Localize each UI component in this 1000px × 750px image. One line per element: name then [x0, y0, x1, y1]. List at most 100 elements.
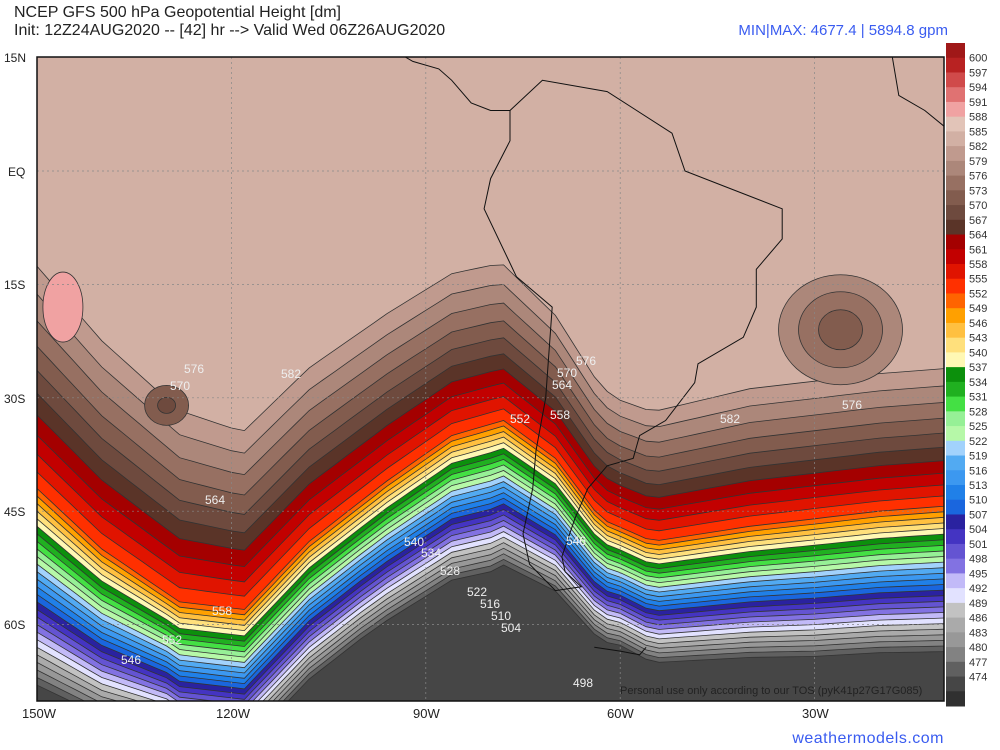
colorbar-label: 582: [969, 141, 987, 153]
colorbar-swatch: [946, 116, 965, 132]
contour-label: 582: [281, 367, 301, 381]
colorbar-label: 561: [969, 244, 987, 256]
contour-label: 564: [552, 378, 572, 392]
colorbar-label: 591: [969, 97, 987, 109]
contour-line: [37, 353, 944, 534]
colorbar-swatch: [946, 131, 965, 147]
colorbar-swatch: [946, 87, 965, 103]
contour-labels: 576 570 582 564 558 552 546 552 558 564 …: [121, 354, 862, 690]
colorbar-swatch: [946, 57, 965, 73]
colorbar-swatch: [946, 485, 965, 501]
colorbar-swatch: [946, 588, 965, 604]
contour-label: 570: [170, 379, 190, 393]
colorbar-label: 567: [969, 215, 987, 227]
contour-label: 546: [121, 653, 141, 667]
contour-line: [37, 442, 944, 632]
closed-high-ring: [818, 309, 863, 351]
contour-line: [37, 486, 944, 674]
contour-label: 552: [510, 412, 530, 426]
colorbar-swatch: [946, 426, 965, 442]
contour-label: 576: [576, 354, 596, 368]
contour-label: 534: [421, 546, 441, 560]
contour-line: [37, 382, 944, 568]
contour-line: [37, 436, 944, 626]
colorbar-swatch: [946, 381, 965, 398]
contour-line: [37, 536, 944, 701]
colorbar-label: 513: [969, 480, 987, 492]
lon-label: 60W: [607, 706, 634, 721]
contour-line: [37, 475, 944, 663]
colorbar-swatch: [946, 455, 965, 471]
contour-line: [37, 470, 944, 658]
contour-label: 564: [205, 493, 225, 507]
lat-label: 15N: [4, 51, 26, 65]
colorbar-label: 552: [969, 288, 987, 300]
contour-line: [37, 564, 944, 701]
colorbar-swatch: [946, 691, 965, 707]
colorbar-label: 573: [969, 185, 987, 197]
contour-line: [37, 453, 944, 642]
contour-line: [37, 481, 944, 669]
colorbar-swatch: [946, 249, 965, 265]
lat-label: 45S: [4, 505, 25, 519]
colorbar-swatch: [946, 308, 965, 324]
colorbar-swatch: [946, 499, 965, 515]
colorbar-swatch: [946, 146, 965, 162]
central-america-coastline: [404, 57, 510, 111]
contour-line: [37, 408, 944, 597]
contour-label: 558: [550, 408, 570, 422]
lon-label: 30W: [802, 706, 829, 721]
colorbar-label: 495: [969, 568, 987, 580]
contour-label: 570: [557, 366, 577, 380]
colorbar-swatch: [946, 101, 965, 118]
colorbar-swatch: [946, 264, 965, 280]
contour-line: [37, 284, 944, 454]
coastlines: [404, 57, 944, 656]
contour-label: 558: [212, 604, 232, 618]
lat-label: 30S: [4, 392, 25, 406]
colorbar-label: 555: [969, 274, 987, 286]
contour-line: [37, 431, 944, 621]
colorbar-swatch: [946, 322, 965, 339]
colorbar-swatch: [946, 676, 965, 692]
contour-line: [37, 542, 944, 701]
colorbar-swatch: [946, 367, 965, 383]
contour-label: 576: [184, 362, 204, 376]
colorbar-swatch: [946, 647, 965, 663]
tos-watermark: Personal use only according to our TOS (…: [620, 685, 922, 697]
colorbar-label: 585: [969, 126, 987, 138]
colorbar-swatch: [946, 661, 965, 678]
colorbar-label: 549: [969, 303, 987, 315]
colorbar-swatch: [946, 234, 965, 250]
colorbar-label: 579: [969, 156, 987, 168]
africa-coastline: [891, 57, 944, 127]
colorbar-swatch: [946, 43, 965, 59]
antarctic-coastline: [594, 646, 647, 656]
contour-label: 516: [480, 597, 500, 611]
closed-low-core: [157, 396, 177, 414]
contour-label: 552: [162, 633, 182, 647]
site-credit[interactable]: weathermodels.com: [792, 730, 944, 747]
colorbar-swatch: [946, 205, 965, 221]
contour-line: [37, 464, 944, 653]
colorbar-swatch: [946, 72, 965, 88]
colorbar-swatch: [946, 396, 965, 412]
colorbar-label: 483: [969, 627, 987, 639]
colorbar-label: 594: [969, 82, 987, 94]
latitude-labels: 15N EQ 15S 30S 45S 60S: [4, 51, 26, 632]
contour-line: [37, 508, 944, 695]
contour-line: [37, 514, 944, 700]
contour-line: [37, 558, 944, 701]
colorbar-swatch: [946, 337, 965, 353]
contour-label: 576: [842, 398, 862, 412]
contour-line: [37, 497, 944, 685]
colorbar-label: 489: [969, 598, 987, 610]
longitude-labels: 150W 120W 90W 60W 30W: [22, 706, 829, 721]
map-frame: [36, 56, 945, 702]
colorbar-swatch: [946, 617, 965, 633]
colorbar-label: 543: [969, 333, 987, 345]
contour-line: [37, 337, 944, 515]
contour-label: 498: [573, 676, 593, 690]
contour-label: 522: [467, 585, 487, 599]
